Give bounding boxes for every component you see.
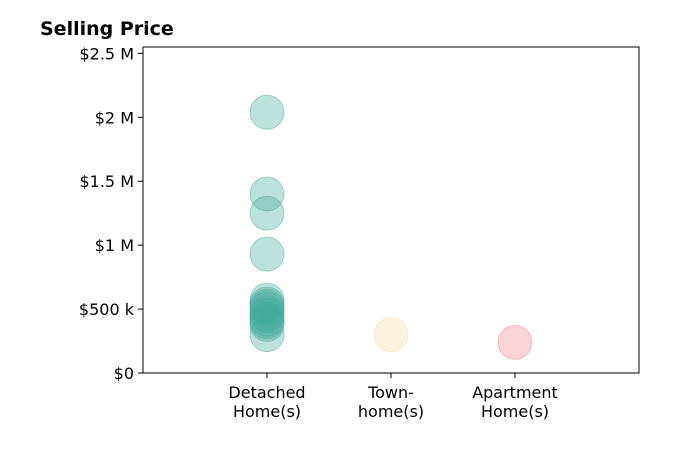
data-point-0-1 [249, 176, 285, 212]
chart-title: Selling Price [40, 18, 174, 40]
y-tick-label-3: $1.5 M [79, 172, 134, 191]
data-point-0-4 [249, 282, 285, 318]
data-point-0-8 [249, 295, 285, 331]
x-tick-label-1: Town-home(s) [358, 383, 424, 421]
y-tick-label-5: $2.5 M [79, 44, 134, 63]
data-point-0-7 [249, 291, 285, 327]
data-point-0-12 [249, 306, 285, 342]
y-tick-label-4: $2 M [95, 108, 134, 127]
data-points [249, 94, 533, 360]
data-point-0-10 [249, 301, 285, 337]
y-tick-label-1: $500 k [79, 300, 135, 319]
data-point-0-2 [249, 195, 285, 231]
data-point-1-0 [373, 317, 409, 353]
x-tick-label-2: Apartment Home(s) [472, 383, 558, 421]
x-axis: Detached Home(s) Town-home(s) Apartment Home… [228, 373, 558, 421]
data-point-0-3 [249, 236, 285, 272]
data-point-0-0 [249, 94, 285, 130]
data-point-0-5 [249, 286, 285, 322]
y-tick-label-2: $1 M [95, 236, 134, 255]
data-point-0-6 [249, 289, 285, 325]
data-point-0-9 [249, 297, 285, 333]
x-tick-label-0: Detached Home(s) [228, 383, 305, 421]
data-point-0-13 [249, 317, 285, 353]
data-point-0-11 [249, 304, 285, 340]
y-axis: $0 $500 k $1 M $1.5 M $2 M $2.5 M [79, 44, 143, 383]
y-tick-label-0: $0 [114, 364, 134, 383]
data-point-2-0 [497, 324, 533, 360]
